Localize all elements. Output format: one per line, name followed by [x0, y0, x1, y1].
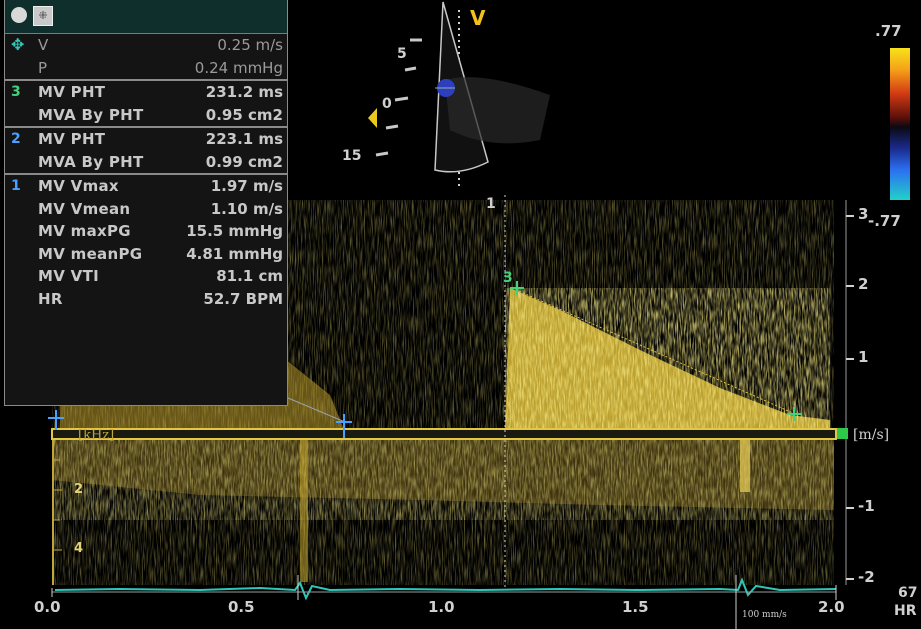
- depth-label: 5: [397, 46, 407, 62]
- velocity-label-1: 1: [858, 348, 869, 366]
- measurement-row[interactable]: 3 MV PHT 231.2 ms: [5, 81, 287, 104]
- group-index: 2: [11, 131, 21, 147]
- caliper-cross-3: [510, 281, 524, 295]
- heart-rate-value: 67: [898, 585, 918, 601]
- measure-tool-icon[interactable]: ⁜: [33, 6, 53, 26]
- frequency-label-4: 4: [74, 541, 84, 556]
- measurement-label: MV Vmean: [38, 199, 131, 218]
- measurement-label: MV Vmax: [38, 177, 119, 195]
- velocity-tick: [846, 507, 854, 509]
- cursor-number-1: 1: [486, 196, 496, 212]
- time-label: 2.0: [818, 598, 845, 616]
- time-label: 0.0: [34, 598, 61, 616]
- measurement-row[interactable]: HR 52.7 BPM: [5, 288, 287, 311]
- measurement-group-3: 3 MV PHT 231.2 ms MVA By PHT 0.95 cm2: [5, 81, 287, 128]
- move-cursor-icon: ✥: [11, 35, 25, 54]
- colorbar-top-label: .77: [875, 22, 902, 40]
- velocity-tick: [846, 215, 854, 217]
- velocity-unit: [m/s]: [853, 427, 890, 443]
- time-label: 1.0: [428, 598, 455, 616]
- time-label: 0.5: [228, 598, 255, 616]
- measurement-label: MV PHT: [38, 130, 106, 148]
- measurement-row[interactable]: ✥ V 0.25 m/s: [5, 34, 287, 57]
- probe-sector-image: [368, 1, 550, 173]
- measurement-row[interactable]: MV maxPG 15.5 mmHg: [5, 220, 287, 243]
- measurement-group-1: 1 MV Vmax 1.97 m/s MV Vmean 1.10 m/s MV …: [5, 175, 287, 310]
- measurement-row[interactable]: MV VTI 81.1 cm: [5, 265, 287, 288]
- baseline-handle[interactable]: [837, 428, 848, 439]
- measurement-value: 231.2 ms: [205, 83, 283, 101]
- measurement-group-2: 2 MV PHT 223.1 ms MVA By PHT 0.99 cm2: [5, 128, 287, 175]
- measurement-label: MV maxPG: [38, 222, 131, 240]
- measurement-value: 4.81 mmHg: [186, 244, 283, 263]
- measurement-label: HR: [38, 289, 63, 308]
- measurement-row[interactable]: P 0.24 mmHg: [5, 57, 287, 80]
- measurement-value: 0.25 m/s: [217, 36, 283, 54]
- velocity-label-neg1: -1: [858, 497, 875, 515]
- measurement-row[interactable]: MVA By PHT 0.95 cm2: [5, 104, 287, 127]
- measurement-label: MV VTI: [38, 267, 99, 285]
- depth-scale-ticks: [375, 38, 422, 157]
- measurement-row[interactable]: MV Vmean 1.10 m/s: [5, 198, 287, 221]
- measurement-label: MVA By PHT: [38, 152, 144, 171]
- frequency-unit: [kHz]: [78, 428, 115, 443]
- measurement-value: 15.5 mmHg: [186, 222, 283, 240]
- caliper-cross-end: [787, 407, 801, 421]
- depth-label: 0: [382, 96, 392, 112]
- measurement-label: MVA By PHT: [38, 105, 144, 124]
- measurement-value: 1.97 m/s: [210, 177, 283, 195]
- measurement-value: 0.95 cm2: [205, 105, 283, 124]
- sweep-speed: 100 mm/s: [742, 610, 787, 620]
- measure-line: [287, 397, 346, 423]
- measurement-value: 0.99 cm2: [205, 152, 283, 171]
- measurement-label: V: [38, 36, 49, 54]
- velocity-tick: [846, 578, 854, 580]
- orientation-marker: V: [470, 6, 486, 30]
- measurement-row[interactable]: MVA By PHT 0.99 cm2: [5, 151, 287, 174]
- cursor-number-3: 3: [503, 270, 513, 286]
- measurement-value: 52.7 BPM: [203, 289, 283, 308]
- measurement-value: 0.24 mmHg: [194, 58, 283, 77]
- group-index: 1: [11, 178, 21, 194]
- measurement-label: MV PHT: [38, 83, 106, 101]
- velocity-tick: [846, 358, 854, 360]
- depth-label: 15: [342, 148, 362, 164]
- measurement-panel: ⁜ ✥ V 0.25 m/s P 0.24 mmHg 3 MV PHT 231.…: [4, 0, 288, 406]
- measurement-value: 81.1 cm: [216, 267, 283, 285]
- colorbar-bottom-label: -.77: [868, 212, 901, 230]
- baseline: [51, 428, 837, 440]
- velocity-tick: [846, 285, 854, 287]
- measurement-value: 223.1 ms: [205, 130, 283, 148]
- measurement-row[interactable]: 2 MV PHT 223.1 ms: [5, 128, 287, 151]
- time-label: 1.5: [622, 598, 649, 616]
- valve-click-artifact: [300, 432, 308, 582]
- velocity-label-2: 2: [858, 275, 869, 293]
- velocity-label-neg2: -2: [858, 568, 875, 586]
- velocity-label-3: 3: [858, 205, 869, 223]
- group-index: 3: [11, 84, 21, 100]
- panel-toolbar: ⁜: [5, 0, 287, 34]
- valve-click-artifact: [740, 432, 750, 492]
- frequency-label-2: 2: [74, 482, 84, 497]
- current-measurement-group: ✥ V 0.25 m/s P 0.24 mmHg: [5, 34, 287, 81]
- measurement-row[interactable]: MV meanPG 4.81 mmHg: [5, 243, 287, 266]
- measurement-label: MV meanPG: [38, 244, 143, 263]
- measurement-value: 1.10 m/s: [210, 199, 283, 218]
- focus-marker-icon: [368, 108, 377, 128]
- heart-rate-label: HR: [894, 603, 917, 619]
- measurement-row[interactable]: 1 MV Vmax 1.97 m/s: [5, 175, 287, 198]
- color-velocity-bar: [890, 48, 910, 200]
- time-ticks: [51, 575, 837, 629]
- measurement-label: P: [38, 58, 48, 77]
- left-scale-ticks: [53, 459, 62, 551]
- record-icon[interactable]: [11, 7, 27, 23]
- caliper-cross-blue: [48, 410, 352, 438]
